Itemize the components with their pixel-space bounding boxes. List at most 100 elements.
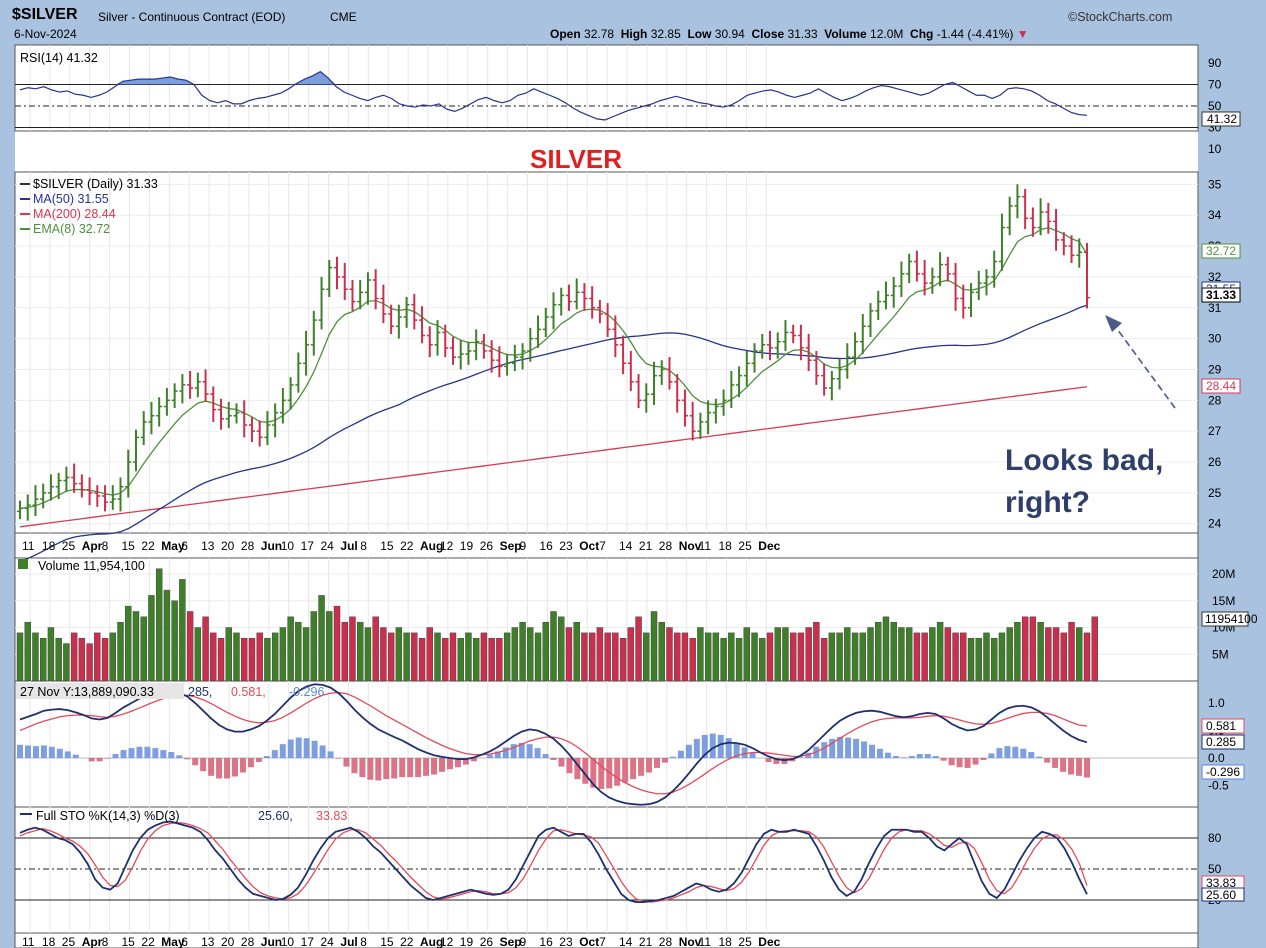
volume-bar xyxy=(712,632,720,682)
macd-histogram-bar xyxy=(622,758,629,783)
x-axis-strip xyxy=(14,532,1199,559)
volume-bar xyxy=(16,632,24,682)
volume-bar xyxy=(929,627,936,682)
x-tick-label: 24 xyxy=(321,539,335,553)
macd-histogram-bar xyxy=(423,758,430,776)
volume-bar xyxy=(271,632,279,682)
macd-histogram-bar xyxy=(120,750,127,758)
macd-histogram-bar xyxy=(152,748,159,758)
price-legend-3: EMA(8) 32.72 xyxy=(33,222,110,236)
x-tick-label: Sep xyxy=(500,935,522,948)
macd-histogram-bar xyxy=(765,758,772,762)
volume-bar xyxy=(1014,621,1021,682)
macd-histogram-bar xyxy=(359,758,366,778)
macd-histogram-bar xyxy=(502,747,509,758)
macd-histogram-bar xyxy=(1084,758,1090,778)
rsi-last-value: 41.32 xyxy=(1207,112,1237,126)
volume-bar xyxy=(820,638,828,682)
macd-histogram-bar xyxy=(916,754,923,758)
macd-histogram-bar xyxy=(924,754,931,758)
x-tick-label: 7 xyxy=(599,935,606,948)
x-tick-label: Aug xyxy=(420,935,443,948)
macd-histogram-bar xyxy=(56,748,63,758)
volume-bar xyxy=(751,632,758,682)
macd-histogram-bar xyxy=(797,757,804,758)
volume-bar xyxy=(70,632,78,682)
volume-bar xyxy=(813,621,820,682)
x-tick-label: Jul xyxy=(340,539,357,553)
volume-bar xyxy=(627,627,635,682)
macd-histogram-bar xyxy=(1020,748,1027,758)
macd-histogram-bar xyxy=(224,758,231,779)
macd-histogram-bar xyxy=(327,751,334,758)
volume-bar xyxy=(32,632,39,682)
macd-histogram-bar xyxy=(956,758,963,768)
chg-value: -1.44 (-4.41%) xyxy=(936,27,1014,41)
x-tick-label: 16 xyxy=(539,539,553,553)
volume-bar xyxy=(442,638,449,682)
macd-histogram-bar xyxy=(558,758,565,767)
volume-bar xyxy=(766,632,774,682)
down-arrow-icon: ▼ xyxy=(1016,27,1029,41)
macd-value-box xyxy=(1201,718,1245,734)
x-tick-label: 22 xyxy=(141,935,155,948)
macd-histogram-bar xyxy=(184,758,191,760)
volume-bar xyxy=(395,627,403,682)
volume-bar xyxy=(991,638,998,682)
volume-bar xyxy=(789,632,797,682)
volume-bar xyxy=(295,621,302,682)
macd-histogram-bar xyxy=(263,756,270,758)
volume-bar xyxy=(565,627,573,682)
volume-bar xyxy=(681,632,689,682)
macd-legend-value: 285, xyxy=(188,685,212,699)
macd-histogram-bar xyxy=(1068,758,1075,775)
x-tick-label: 6 xyxy=(181,539,188,553)
volume-bar xyxy=(233,632,240,682)
macd-histogram-bar xyxy=(255,758,262,762)
macd-histogram-bar xyxy=(725,738,732,758)
sto-y-tick: 80 xyxy=(1208,831,1222,845)
x-tick-label: Dec xyxy=(758,539,780,553)
x-tick-label: 10 xyxy=(281,935,295,948)
rsi-y-tick: 50 xyxy=(1208,99,1222,113)
x-tick-label: Oct xyxy=(579,935,599,948)
volume-bar xyxy=(967,638,975,682)
volume-bar xyxy=(480,632,488,682)
macd-histogram-bar xyxy=(614,758,621,786)
macd-histogram-bar xyxy=(1012,746,1019,758)
x-tick-label: 18 xyxy=(42,935,56,948)
volume-bar xyxy=(279,627,287,682)
x-tick-label: 6 xyxy=(181,935,188,948)
volume-bar xyxy=(1068,621,1075,682)
volume-bar xyxy=(186,611,194,682)
macd-histogram-bar xyxy=(900,757,907,758)
price-y-tick: 26 xyxy=(1208,455,1222,469)
volume-bar xyxy=(1076,627,1083,682)
macd-histogram-bar xyxy=(375,758,382,781)
volume-bar xyxy=(844,627,851,682)
macd-histogram-bar xyxy=(494,751,501,758)
vol-y-tick: 20M xyxy=(1212,567,1235,581)
chart-date: 6-Nov-2024 xyxy=(14,27,77,41)
signal-legend-value: 0.581, xyxy=(231,685,266,699)
price-value-box xyxy=(1201,378,1241,394)
volume-bar xyxy=(534,632,542,682)
macd-histogram-bar xyxy=(24,745,31,758)
macd-histogram-bar xyxy=(550,758,557,760)
volume-bar xyxy=(697,627,704,682)
macd-histogram-bar xyxy=(48,746,55,758)
x-tick-label: 20 xyxy=(221,539,235,553)
volume-bar xyxy=(859,632,866,682)
macd-histogram-bar xyxy=(693,738,700,758)
volume-bar xyxy=(132,611,140,682)
high-label: High xyxy=(620,27,648,41)
annotation-arrow xyxy=(1111,321,1176,409)
macd-histogram-bar xyxy=(526,744,533,758)
volume-bar xyxy=(155,568,163,682)
macd-histogram-bar xyxy=(701,734,708,758)
macd-histogram-bar xyxy=(773,758,780,764)
macd-histogram-bar xyxy=(733,742,740,758)
macd-histogram-bar xyxy=(486,754,493,758)
macd-histogram-bar xyxy=(582,758,589,784)
volume-bar xyxy=(403,632,410,682)
